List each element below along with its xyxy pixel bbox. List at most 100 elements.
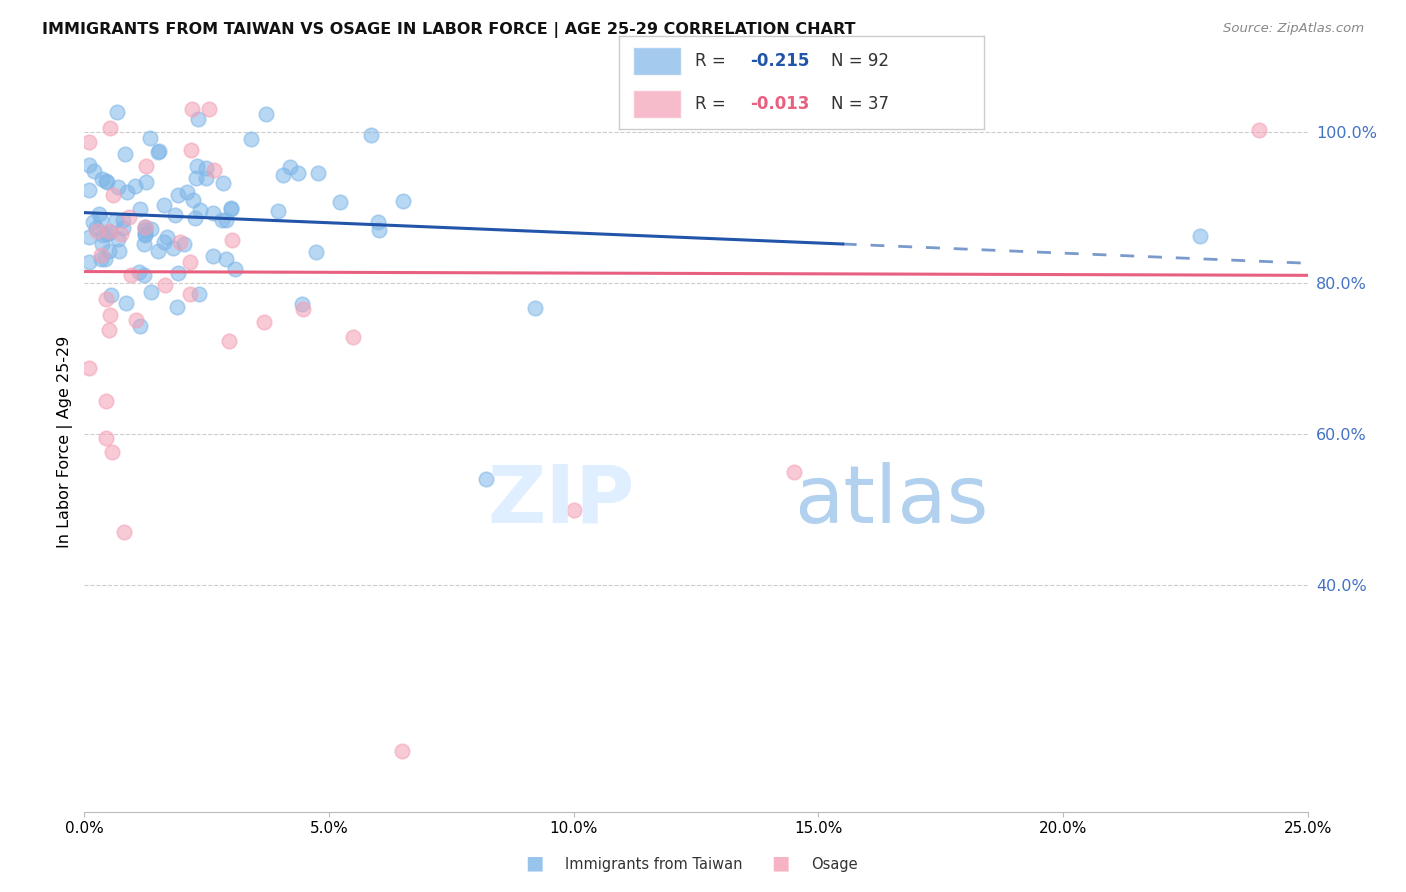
- Point: [392, 194, 415, 208]
- Point: [212, 176, 235, 190]
- Point: [291, 302, 314, 317]
- Text: Osage: Osage: [811, 857, 858, 872]
- Point: [184, 171, 207, 186]
- Point: [215, 252, 238, 266]
- Point: [108, 244, 131, 258]
- Text: ■: ■: [524, 854, 544, 872]
- Point: [107, 232, 129, 246]
- Point: [219, 202, 242, 217]
- Point: [524, 301, 547, 315]
- Point: [287, 166, 309, 180]
- Point: [98, 121, 121, 136]
- Point: [305, 245, 328, 260]
- Bar: [633, 47, 681, 75]
- Point: [139, 222, 162, 236]
- Text: ZIP: ZIP: [488, 462, 636, 540]
- Point: [134, 219, 156, 234]
- Point: [188, 202, 211, 217]
- Point: [188, 287, 211, 301]
- Point: [202, 249, 225, 263]
- Point: [91, 227, 114, 242]
- Point: [179, 287, 201, 301]
- Point: [266, 204, 288, 219]
- Point: [367, 215, 389, 229]
- Text: Immigrants from Taiwan: Immigrants from Taiwan: [565, 857, 742, 872]
- Text: atlas: atlas: [794, 462, 988, 540]
- Point: [342, 329, 364, 343]
- Point: [153, 235, 176, 249]
- Point: [132, 237, 155, 252]
- Point: [139, 130, 162, 145]
- Point: [148, 144, 170, 158]
- Point: [783, 465, 806, 479]
- Point: [94, 292, 117, 306]
- Point: [153, 198, 176, 212]
- Point: [176, 186, 198, 200]
- Point: [77, 229, 100, 244]
- Point: [360, 128, 382, 142]
- Point: [367, 223, 389, 237]
- Point: [89, 248, 111, 262]
- Point: [91, 236, 114, 251]
- Point: [101, 444, 124, 458]
- Text: ■: ■: [770, 854, 790, 872]
- Point: [280, 161, 302, 175]
- Point: [218, 334, 240, 349]
- Point: [329, 195, 352, 210]
- Point: [134, 227, 156, 242]
- Point: [77, 255, 100, 269]
- Point: [391, 744, 413, 758]
- Point: [195, 170, 218, 185]
- Point: [98, 308, 121, 322]
- Point: [111, 213, 134, 227]
- Point: [98, 244, 121, 258]
- Point: [134, 227, 156, 242]
- Point: [179, 255, 201, 269]
- Point: [110, 227, 132, 241]
- Point: [86, 224, 108, 238]
- Point: [128, 265, 150, 279]
- Point: [253, 315, 276, 329]
- Point: [134, 223, 156, 237]
- Point: [124, 179, 146, 194]
- Text: R =: R =: [696, 52, 731, 70]
- Y-axis label: In Labor Force | Age 25-29: In Labor Force | Age 25-29: [58, 335, 73, 548]
- Point: [77, 183, 100, 197]
- Point: [181, 193, 204, 207]
- Text: R =: R =: [696, 95, 731, 113]
- Point: [129, 318, 152, 333]
- Point: [156, 229, 179, 244]
- Point: [125, 313, 148, 327]
- Point: [224, 262, 246, 277]
- Point: [77, 361, 100, 376]
- Point: [239, 132, 262, 146]
- Point: [97, 323, 120, 337]
- Point: [211, 213, 233, 227]
- Point: [183, 211, 205, 225]
- Point: [254, 106, 277, 120]
- Point: [84, 221, 107, 235]
- Point: [148, 244, 170, 259]
- Point: [166, 266, 188, 280]
- Point: [77, 158, 100, 172]
- Point: [132, 268, 155, 283]
- Point: [103, 188, 125, 202]
- Text: N = 37: N = 37: [831, 95, 889, 113]
- Point: [94, 174, 117, 188]
- Point: [219, 201, 242, 215]
- Point: [128, 202, 150, 216]
- Point: [198, 102, 221, 116]
- Point: [202, 162, 225, 177]
- Point: [114, 147, 136, 161]
- Point: [111, 220, 134, 235]
- Point: [96, 227, 118, 241]
- Point: [1247, 122, 1270, 136]
- Bar: [633, 90, 681, 118]
- Point: [82, 215, 104, 229]
- Point: [307, 166, 329, 180]
- Point: [96, 394, 118, 409]
- Point: [135, 175, 157, 189]
- Point: [93, 252, 115, 266]
- Point: [77, 136, 100, 150]
- Point: [166, 188, 188, 202]
